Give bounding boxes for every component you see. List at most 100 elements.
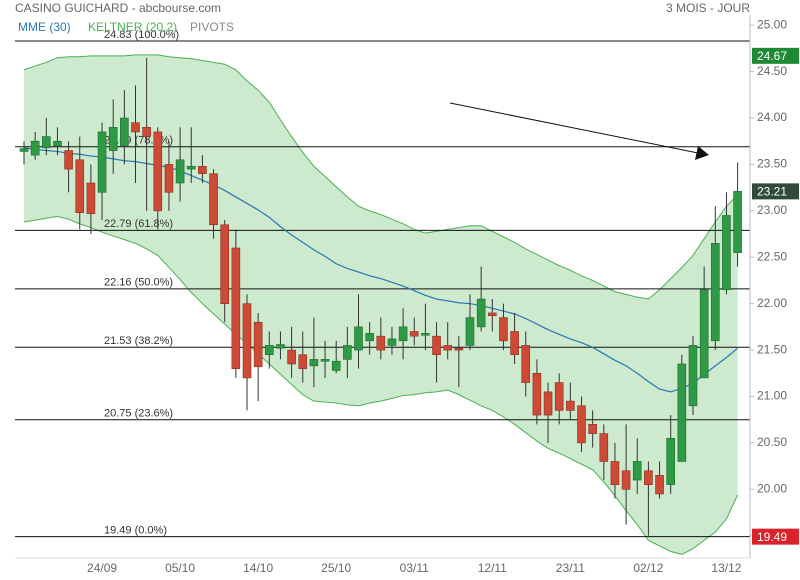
chart-subtitle: 3 MOIS - JOUR	[666, 1, 750, 15]
pivot-label: 22.16 (50.0%)	[104, 277, 173, 289]
y-tick-label: 23.50	[757, 157, 787, 171]
candle-body	[164, 164, 174, 193]
candle-body	[432, 335, 441, 356]
x-tick-label: 05/10	[165, 561, 195, 575]
candle-body	[454, 347, 464, 351]
candle-body	[242, 303, 252, 379]
y-tick-label: 20.00	[757, 481, 787, 495]
legend-keltner: KELTNER (20,2)	[88, 20, 177, 34]
candle-body	[354, 326, 363, 351]
x-tick-label: 14/10	[243, 561, 273, 575]
candle-body	[621, 470, 631, 490]
candle-body	[421, 333, 430, 336]
candle-body	[543, 391, 553, 416]
candle-body	[131, 122, 140, 133]
candle-body	[398, 326, 408, 342]
candle-body	[253, 321, 263, 368]
candle-body	[610, 461, 620, 485]
price-tag	[752, 183, 799, 200]
x-tick-label: 25/10	[321, 561, 351, 575]
price-tag	[752, 528, 799, 545]
mme-line	[23, 147, 738, 393]
candle-body	[331, 360, 341, 371]
candle-body	[41, 136, 51, 149]
keltner-upper	[23, 54, 738, 300]
candle-body	[287, 349, 296, 365]
candle-body	[320, 359, 330, 362]
candle-body	[120, 117, 129, 147]
candle-body	[75, 159, 85, 214]
price-tag	[752, 47, 799, 64]
candle-body	[476, 298, 486, 328]
legend-pivots: PIVOTS	[190, 20, 234, 34]
arrow-head	[695, 146, 709, 160]
candle-body	[677, 363, 687, 462]
pivot-label: 21.53 (38.2%)	[104, 335, 173, 347]
x-tick-label: 13/12	[711, 561, 741, 575]
candle-body	[599, 433, 609, 462]
candle-body	[298, 354, 308, 369]
candle-body	[276, 344, 285, 349]
candle-body	[644, 470, 653, 485]
candle-body	[387, 338, 397, 346]
candle-body	[722, 215, 731, 291]
candle-body	[443, 345, 453, 351]
arrow-line	[449, 102, 699, 154]
plot-area: 24.83 (100.0%)23.69 (78.6%)22.79 (61.8%)…	[15, 29, 750, 555]
y-tick-label: 24.50	[757, 64, 787, 78]
candle-body	[465, 317, 475, 346]
y-tick-label: 23.00	[757, 203, 787, 217]
candle-body	[97, 131, 107, 193]
candle-body	[588, 424, 597, 434]
candle-body	[554, 382, 564, 411]
y-tick-label: 25.00	[757, 17, 787, 31]
candle-body	[142, 127, 151, 137]
legend-mme: MME (30)	[18, 20, 71, 34]
price-tag-label: 23.21	[757, 185, 787, 199]
pivot-label: 20.75 (23.6%)	[104, 408, 173, 420]
candle-body	[343, 345, 352, 360]
candle-body	[175, 159, 185, 184]
candle-body	[30, 140, 40, 156]
candle-body	[198, 165, 207, 175]
candle-body	[577, 405, 586, 444]
candle-body	[231, 247, 241, 369]
candle-body	[376, 335, 386, 351]
candle-body	[510, 331, 519, 356]
y-tick-label: 21.50	[757, 342, 787, 356]
candle-body	[108, 127, 118, 151]
candle-body	[521, 345, 531, 383]
candle-body	[499, 317, 508, 342]
candle-body	[666, 437, 676, 485]
candle-body	[186, 165, 196, 170]
candle-body	[220, 224, 229, 304]
price-tag-label: 19.49	[757, 530, 787, 544]
candle-body	[710, 243, 720, 342]
y-tick-label: 24.00	[757, 110, 787, 124]
candle-body	[655, 475, 664, 495]
y-tick-label: 21.00	[757, 389, 787, 403]
candle-body	[487, 312, 497, 317]
candle-body	[688, 345, 698, 407]
pivot-label: 24.83 (100.0%)	[104, 29, 179, 41]
candle-body	[733, 191, 742, 253]
candle-body	[86, 182, 96, 214]
y-tick-label: 22.00	[757, 296, 787, 310]
x-tick-label: 03/11	[400, 561, 429, 575]
candle-body	[19, 148, 29, 152]
candle-body	[209, 173, 218, 226]
x-tick-label: 12/11	[478, 561, 507, 575]
candle-body	[566, 400, 575, 411]
candle-body	[264, 345, 274, 356]
candle-body	[699, 289, 709, 379]
y-tick-label: 20.50	[757, 435, 787, 449]
candle-body	[365, 333, 374, 342]
keltner-lower	[23, 215, 739, 555]
x-tick-label: 24/09	[87, 561, 117, 575]
x-tick-label: 23/11	[556, 561, 585, 575]
candle-body	[64, 150, 73, 170]
chart-title: CASINO GUICHARD - abcbourse.com	[15, 1, 221, 15]
y-tick-label: 22.50	[757, 249, 787, 263]
pivot-label: 19.49 (0.0%)	[104, 525, 167, 537]
